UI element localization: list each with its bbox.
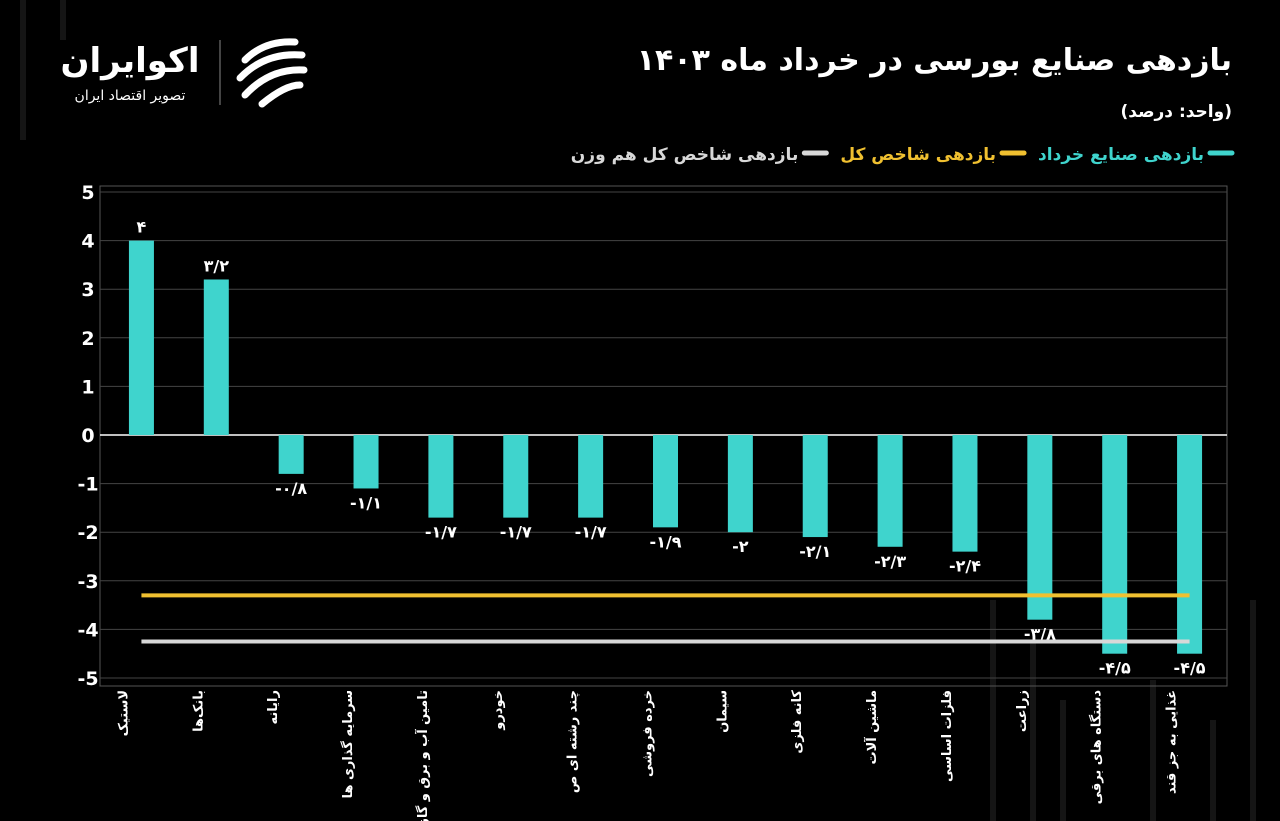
value-label: -۲	[732, 537, 749, 556]
x-tick-label: دستگاه های برقی	[1089, 690, 1105, 805]
value-label: -۱/۷	[500, 523, 532, 542]
brand-icon	[236, 38, 308, 108]
value-label: -۱/۱	[350, 493, 382, 512]
value-label: -۰/۸	[275, 479, 307, 498]
y-tick-label: -3	[77, 571, 98, 593]
x-tick-label: رایانه	[266, 690, 281, 724]
y-tick-label: 4	[81, 231, 94, 253]
bar	[653, 435, 678, 528]
value-label: -۳/۸	[1024, 625, 1056, 644]
bar	[1177, 435, 1203, 654]
chart-title: بازدهی صنایع بورسی در خرداد ماه ۱۴۰۳	[637, 43, 1232, 78]
x-tick-label: چند رشته ای ص	[566, 690, 581, 793]
value-label: -۴/۵	[1099, 659, 1131, 678]
value-label: ۳/۲	[204, 256, 230, 275]
x-tick-label: تامین آب و برق و گاز	[414, 690, 431, 821]
y-tick-label: 3	[81, 279, 94, 301]
y-tick-label: 5	[81, 182, 94, 204]
x-tick-label: لاستیک	[116, 690, 131, 736]
x-tick-label: کانه فلزی	[790, 690, 805, 754]
y-tick-label: 0	[81, 425, 94, 447]
legend-label: بازدهی شاخص کل هم وزن	[571, 145, 799, 165]
x-tick-label: خرده فروشی	[641, 690, 656, 777]
bar	[203, 279, 229, 435]
bar	[503, 435, 529, 518]
value-label: -۴/۵	[1174, 659, 1206, 678]
bar	[1102, 435, 1128, 654]
legend: بازدهی صنایع خرداد بازدهی شاخص کل بازدهی ش…	[571, 145, 1235, 165]
y-tick-label: 2	[81, 328, 94, 350]
value-label: ۴	[137, 218, 147, 237]
x-tick-label: ماشین آلات	[863, 690, 880, 764]
bar	[802, 435, 828, 538]
x-tick-label: خودرو	[491, 690, 506, 731]
chart-subtitle: (واحد: درصد)	[1120, 102, 1232, 122]
value-label: -۱/۹	[649, 532, 681, 551]
x-tick-label: بانک‌ها	[191, 690, 206, 732]
y-tick-label: -4	[77, 619, 98, 641]
bar	[952, 435, 978, 552]
y-tick-label: 1	[81, 376, 94, 398]
brand-tagline: تصویر اقتصاد ایران	[75, 88, 186, 104]
bar	[278, 435, 304, 474]
bar	[1027, 435, 1053, 620]
value-label: -۲/۴	[949, 557, 981, 576]
value-label: -۲/۳	[874, 552, 906, 571]
x-tick-label: سرمایه گذاری ها	[340, 690, 356, 798]
value-label: -۱/۷	[575, 523, 607, 542]
x-tick-label: غذایی به جز قند	[1165, 690, 1180, 794]
background-decoration	[20, 0, 1256, 821]
bar	[353, 435, 379, 489]
y-tick-label: -5	[77, 668, 98, 690]
bar	[877, 435, 903, 547]
value-label: -۲/۱	[799, 542, 831, 561]
x-tick-label: سیمان	[715, 690, 730, 733]
brand-name: اکوایران	[61, 41, 200, 81]
y-tick-label: -1	[77, 474, 98, 496]
bar	[128, 240, 154, 435]
value-label: -۱/۷	[425, 523, 457, 542]
plot-frame	[99, 185, 1228, 687]
bar	[727, 435, 753, 533]
legend-label: بازدهی شاخص کل	[840, 145, 996, 165]
bar	[428, 435, 454, 518]
legend-label: بازدهی صنایع خرداد	[1038, 145, 1204, 165]
x-tick-label: فلزات اساسی	[940, 690, 955, 782]
x-tick-label: زراعت	[1015, 690, 1030, 732]
y-tick-label: -2	[77, 522, 98, 544]
bar	[578, 435, 604, 518]
